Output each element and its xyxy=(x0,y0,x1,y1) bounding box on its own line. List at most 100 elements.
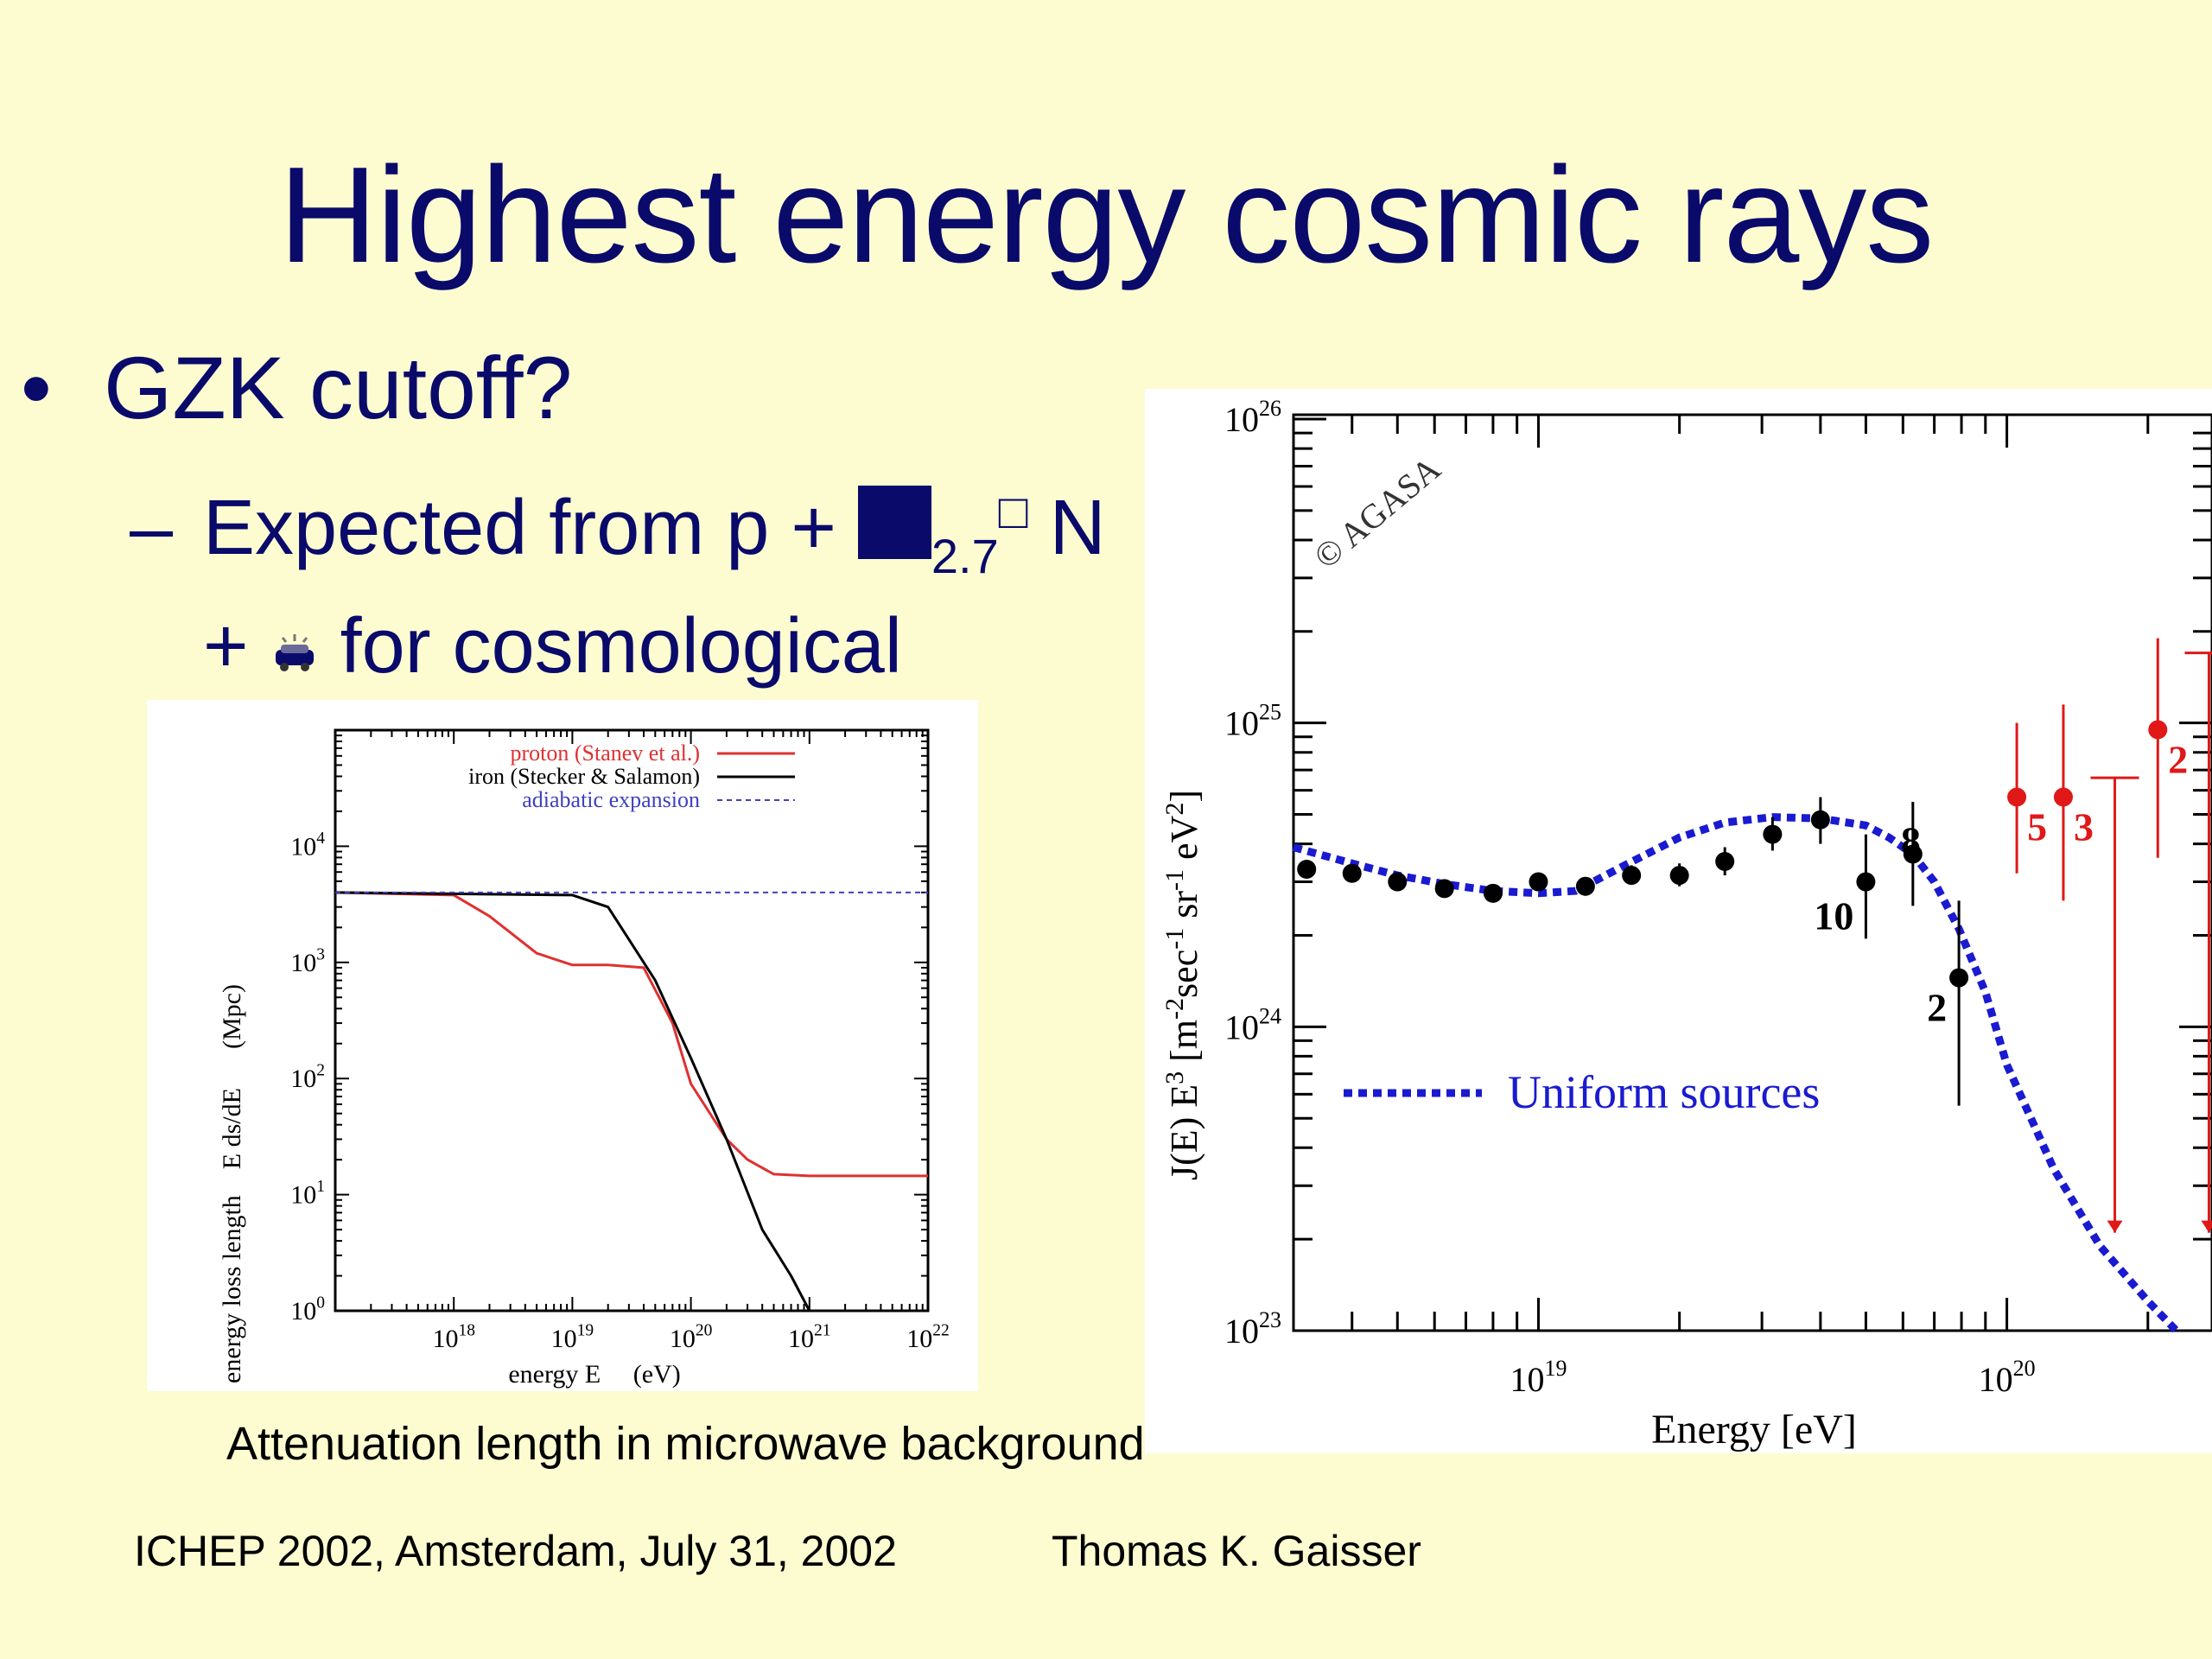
pion-symbol-icon xyxy=(275,634,314,671)
data-point xyxy=(1388,872,1408,892)
x-tick-label: 1022 xyxy=(906,1322,950,1354)
x-tick-label: 1019 xyxy=(1510,1356,1567,1399)
data-point xyxy=(1483,883,1503,903)
legend-label: proton (Stanev et al.) xyxy=(511,741,701,766)
y-tick-label: 102 xyxy=(290,1062,325,1094)
x-tick-label-exp: 20 xyxy=(2013,1356,2036,1381)
y-tick-label: 104 xyxy=(290,830,325,861)
y-tick-label-exp: 2 xyxy=(316,1062,325,1080)
x-tick-label-base: 10 xyxy=(1510,1360,1544,1399)
y-tick-label-base: 10 xyxy=(290,1181,316,1210)
iron-curve xyxy=(334,891,811,1312)
bullet-mark: • xyxy=(21,339,52,437)
data-point xyxy=(1297,859,1317,879)
plot-frame xyxy=(334,728,930,1313)
sub-bullet: – Expected from p + 2.7□ N + for cosmolog… xyxy=(130,467,1123,745)
sub-text-b: N xyxy=(1027,485,1106,571)
legend-label: iron (Stecker & Salamon) xyxy=(468,764,700,789)
y-tick-label-exp: 3 xyxy=(316,945,325,963)
sub-dash: – xyxy=(130,485,174,571)
x-axis-label: energy E (eV) xyxy=(508,1360,680,1389)
proton-curve xyxy=(334,891,928,1178)
sub-text-a: Expected from p + xyxy=(203,485,858,571)
y-label-part: -1 xyxy=(1160,928,1189,950)
y-tick-label: 101 xyxy=(290,1178,325,1210)
x-tick-label-base: 10 xyxy=(551,1325,577,1353)
upper-limit-arrow-icon xyxy=(2107,1220,2123,1233)
y-label-part: [m xyxy=(1163,1020,1205,1071)
point-count-label: 10 xyxy=(1814,894,1853,938)
y-tick-label-base: 10 xyxy=(290,1297,316,1325)
point-count-label: 3 xyxy=(2074,805,2094,849)
x-tick-label-exp: 19 xyxy=(1544,1356,1567,1381)
y-tick-label-base: 10 xyxy=(1224,400,1259,439)
y-label-part: 3 xyxy=(1160,1071,1189,1084)
y-tick-label: 103 xyxy=(290,945,325,977)
data-point xyxy=(1622,866,1642,886)
x-tick-label-exp: 21 xyxy=(814,1322,831,1340)
y-axis-label: energy loss length E ds/dE (Mpc) xyxy=(218,984,246,1383)
data-point xyxy=(2053,787,2073,807)
y-axis-label: J(E) E3 [m-2sec-1 sr-1 eV2] xyxy=(1160,790,1205,1180)
x-tick-label: 1019 xyxy=(551,1322,594,1354)
y-tick-label-base: 10 xyxy=(1224,1007,1259,1046)
agasa-watermark: © AGASA xyxy=(1306,448,1448,576)
attenuation-chart-panel: 1018 1019 1020 1021 1022 100 101 102 103 104 prot… xyxy=(147,700,978,1391)
data-point xyxy=(1669,866,1689,886)
y-tick-label: 1025 xyxy=(1224,700,1281,743)
x-tick-label-exp: 22 xyxy=(932,1322,950,1340)
y-label-part: 2 xyxy=(1160,803,1189,816)
legend-label: adiabatic expansion xyxy=(522,787,700,812)
data-point xyxy=(1529,872,1548,892)
x-tick-label: 1021 xyxy=(788,1322,831,1354)
legend-label: Uniform sources xyxy=(1508,1066,1820,1118)
footer-author: Thomas K. Gaisser xyxy=(1052,1527,1421,1575)
y-tick-label-base: 10 xyxy=(290,949,316,977)
data-point xyxy=(1575,876,1595,896)
plot-frame xyxy=(1292,413,2212,1332)
y-tick-label-base: 10 xyxy=(1224,1312,1259,1351)
bullet-text: GZK cutoff? xyxy=(104,339,573,437)
x-tick-label-base: 10 xyxy=(906,1325,932,1353)
y-label-part: ] xyxy=(1163,790,1205,803)
x-tick-label: 1018 xyxy=(432,1322,475,1354)
sub-plus: + xyxy=(203,603,270,690)
upper-limit-arrow-icon xyxy=(2201,1220,2212,1233)
sub-subscript: 2.7 xyxy=(931,529,999,583)
y-tick-label: 100 xyxy=(290,1294,325,1326)
y-label-part: -1 xyxy=(1160,869,1189,891)
y-label-part: eV xyxy=(1163,815,1205,869)
data-point xyxy=(1715,852,1735,872)
slide-title: Highest energy cosmic rays xyxy=(278,139,1935,291)
y-tick-label-base: 10 xyxy=(1224,704,1259,743)
point-count-label: 2 xyxy=(1927,986,1947,1030)
x-tick-label: 1020 xyxy=(1979,1356,2036,1399)
y-tick-label-base: 10 xyxy=(290,1065,316,1093)
x-tick-label: 1020 xyxy=(670,1322,713,1354)
footer-conference: ICHEP 2002, Amsterdam, July 31, 2002 xyxy=(134,1527,897,1575)
x-tick-label-base: 10 xyxy=(432,1325,458,1353)
y-tick-label-exp: 26 xyxy=(1259,396,1281,421)
y-label-part: J(E) E xyxy=(1163,1084,1205,1180)
sub-text-c: for cosmological xyxy=(318,603,902,690)
data-point xyxy=(1903,844,1923,864)
y-tick-label-base: 10 xyxy=(290,832,316,861)
arrow-glyph-icon: □ xyxy=(998,484,1028,538)
data-point xyxy=(1856,872,1876,892)
bullet-gzk: • GZK cutoff? xyxy=(21,344,572,432)
x-tick-label-base: 10 xyxy=(788,1325,814,1353)
agasa-chart-panel: 1019 1020 1023 1024 1025 1026 10 8 2 5 3 2 © AGASA… xyxy=(1145,389,2212,1453)
y-tick-label: 1024 xyxy=(1224,1003,1281,1046)
point-count-label: 8 xyxy=(1901,819,1921,863)
y-tick-label-exp: 24 xyxy=(1259,1003,1281,1028)
y-label-part: sr xyxy=(1163,891,1205,928)
legend-uniform-sources: Uniform sources xyxy=(1344,1066,1820,1118)
y-label-part: sec xyxy=(1163,950,1205,998)
data-point xyxy=(1949,968,1969,988)
data-point xyxy=(2007,787,2027,807)
y-tick-label-exp: 4 xyxy=(316,830,325,848)
y-label-part: -2 xyxy=(1160,998,1189,1020)
data-point xyxy=(1810,810,1830,830)
